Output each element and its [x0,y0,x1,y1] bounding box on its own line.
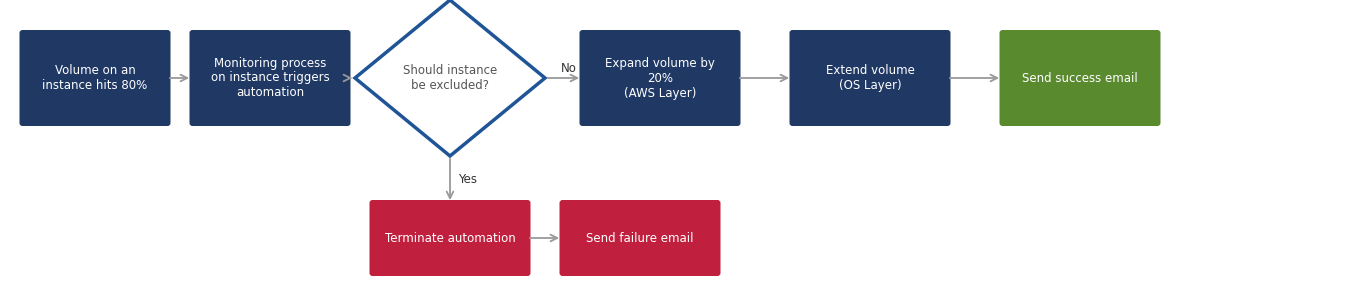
Text: Extend volume
(OS Layer): Extend volume (OS Layer) [826,64,915,92]
FancyBboxPatch shape [19,30,171,126]
Text: Expand volume by
20%
(AWS Layer): Expand volume by 20% (AWS Layer) [605,57,715,99]
Text: No: No [561,62,576,74]
Text: Yes: Yes [459,173,478,186]
Text: Send success email: Send success email [1022,72,1138,84]
Text: Terminate automation: Terminate automation [385,232,516,244]
FancyBboxPatch shape [789,30,950,126]
FancyBboxPatch shape [370,200,531,276]
Polygon shape [355,0,545,156]
Text: Should instance
be excluded?: Should instance be excluded? [403,64,497,92]
Text: Volume on an
instance hits 80%: Volume on an instance hits 80% [42,64,147,92]
FancyBboxPatch shape [999,30,1160,126]
FancyBboxPatch shape [580,30,740,126]
Text: Monitoring process
on instance triggers
automation: Monitoring process on instance triggers … [210,57,329,99]
FancyBboxPatch shape [560,200,721,276]
Text: Send failure email: Send failure email [586,232,693,244]
FancyBboxPatch shape [190,30,351,126]
